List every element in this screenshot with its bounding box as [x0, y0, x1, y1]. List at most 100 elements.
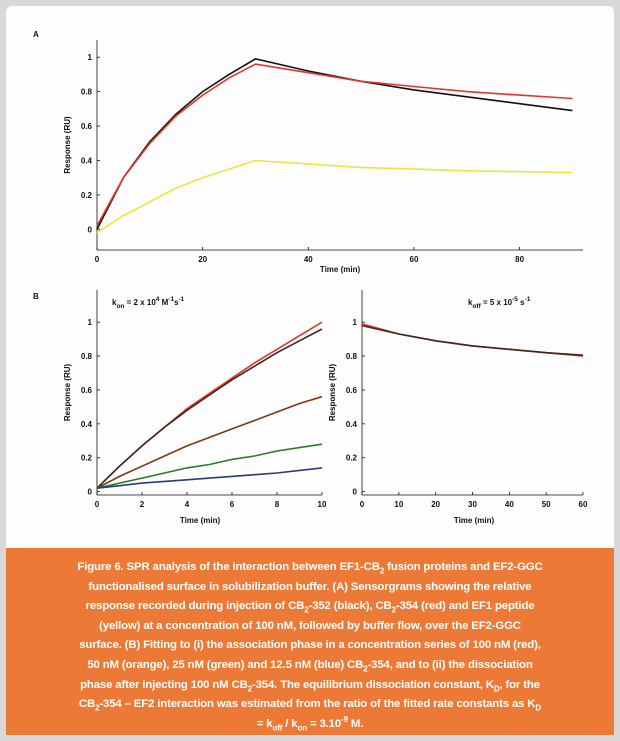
x-tick-label: 0 — [360, 500, 365, 509]
supscript: -5 — [512, 296, 518, 303]
caption-text: Figure 6. SPR analysis of the interactio… — [77, 561, 380, 573]
y-tick-label: 0.4 — [81, 156, 93, 165]
y-tick-label: 0.2 — [81, 454, 93, 463]
y-tick-label: 0.8 — [81, 88, 93, 97]
x-tick-label: 30 — [468, 500, 477, 509]
subscript: 2 — [363, 664, 368, 674]
caption-text: M. — [347, 717, 364, 730]
text-run: = 2 x 10 — [124, 298, 156, 307]
supscript: -1 — [525, 296, 531, 303]
caption-text: / k — [282, 717, 298, 730]
y-tick-label: 0 — [353, 488, 358, 497]
caption-text: CB — [78, 698, 96, 711]
y-tick-label: 0.6 — [346, 386, 358, 395]
y-tick-label: 0.8 — [81, 352, 93, 361]
caption-text: = 3.10 — [306, 717, 342, 730]
x-tick-label: 60 — [410, 255, 419, 264]
y-axis-title: Response (RU) — [63, 363, 72, 421]
data-line — [96, 395, 323, 489]
subscript: on — [116, 303, 124, 310]
x-axis-title: Time (min) — [320, 265, 361, 274]
data-line — [96, 63, 573, 227]
subscript: off — [272, 723, 283, 733]
supscript: -1 — [179, 296, 185, 303]
subscript: off — [472, 303, 481, 310]
subscript: 2 — [379, 566, 385, 576]
caption-text: fusion proteins and EF2-GGC — [384, 561, 543, 573]
caption-text: , for the — [499, 678, 540, 691]
y-tick-label: 0.6 — [81, 386, 93, 395]
caption-line: Figure 6. SPR analysis of the interactio… — [6, 558, 614, 578]
text-run: s — [518, 298, 525, 307]
subscript: 2 — [391, 605, 396, 615]
x-tick-label: 6 — [230, 500, 235, 509]
data-line — [96, 328, 323, 489]
y-tick-label: 0.4 — [81, 420, 93, 429]
x-tick-label: 8 — [275, 500, 280, 509]
data-line — [96, 159, 573, 234]
y-tick-label: 0.6 — [81, 122, 93, 131]
subscript: 2 — [247, 683, 252, 693]
caption-text: (yellow) at a concentration of 100 nM, f… — [99, 619, 521, 632]
y-axis-title: Response (RU) — [63, 116, 72, 174]
caption-line: functionalised surface in solubilization… — [6, 578, 614, 598]
caption-line: (yellow) at a concentration of 100 nM, f… — [6, 617, 614, 637]
caption-line: = koff / kon = 3.10-9 M. — [6, 715, 614, 735]
x-tick-label: 0 — [95, 255, 100, 264]
x-tick-label: 4 — [185, 500, 190, 509]
annotation: koff = 5 x 10-5 s-1 — [468, 296, 531, 310]
panel-label: A — [33, 30, 39, 39]
y-tick-label: 0.4 — [346, 420, 358, 429]
caption-text: = k — [256, 717, 273, 730]
y-tick-label: 1 — [88, 53, 93, 62]
x-tick-label: 0 — [95, 500, 100, 509]
data-line — [96, 58, 573, 230]
y-tick-label: 0 — [88, 488, 93, 497]
data-line — [361, 323, 584, 357]
caption-line: 50 nM (orange), 25 nM (green) and 12.5 n… — [6, 656, 614, 676]
caption-text: -354, and to (ii) the dissociation — [367, 658, 533, 671]
data-line — [361, 324, 584, 356]
y-tick-label: 0.2 — [81, 191, 93, 200]
x-tick-label: 10 — [318, 500, 327, 509]
y-tick-label: 1 — [88, 318, 93, 327]
caption-text: phase after injecting 100 nM CB — [80, 678, 248, 691]
x-tick-label: 10 — [394, 500, 403, 509]
y-tick-label: 0.2 — [346, 454, 358, 463]
caption-line: CB2-354 – EF2 interaction was estimated … — [6, 695, 614, 715]
x-tick-label: 40 — [505, 500, 514, 509]
x-tick-label: 20 — [198, 255, 207, 264]
caption: Figure 6. SPR analysis of the interactio… — [6, 548, 614, 735]
caption-text: surface. (B) Fitting to (i) the associat… — [79, 639, 541, 652]
y-axis-title: Response (RU) — [328, 363, 337, 421]
text-run: M — [159, 298, 168, 307]
text-run: = 5 x 10 — [481, 298, 513, 307]
x-tick-label: 40 — [304, 255, 313, 264]
x-tick-label: 50 — [542, 500, 551, 509]
data-line — [96, 467, 323, 489]
y-tick-label: 1 — [353, 318, 358, 327]
x-tick-label: 60 — [579, 500, 588, 509]
caption-text: -354 – EF2 interaction was estimated fro… — [99, 698, 536, 711]
caption-text: -352 (black), CB — [308, 600, 392, 613]
supscript: -9 — [341, 714, 348, 724]
y-tick-label: 0 — [88, 225, 93, 234]
caption-line: response recorded during injection of CB… — [6, 597, 614, 617]
text-run: k — [112, 298, 117, 307]
text-run: k — [468, 298, 473, 307]
y-tick-label: 0.8 — [346, 352, 358, 361]
caption-text: response recorded during injection of CB — [85, 600, 305, 613]
supscript: -1 — [168, 296, 174, 303]
caption-text: -354. The equilibrium dissociation const… — [251, 678, 494, 691]
panel-label: B — [33, 292, 39, 301]
subscript: 2 — [304, 605, 309, 615]
subscript: 2 — [95, 703, 100, 713]
subscript: on — [297, 723, 307, 733]
text-run: s — [174, 298, 179, 307]
subscript: D — [535, 703, 542, 713]
caption-line: phase after injecting 100 nM CB2-354. Th… — [6, 676, 614, 696]
x-tick-label: 80 — [515, 255, 524, 264]
data-line — [96, 443, 323, 489]
x-tick-label: 2 — [140, 500, 145, 509]
